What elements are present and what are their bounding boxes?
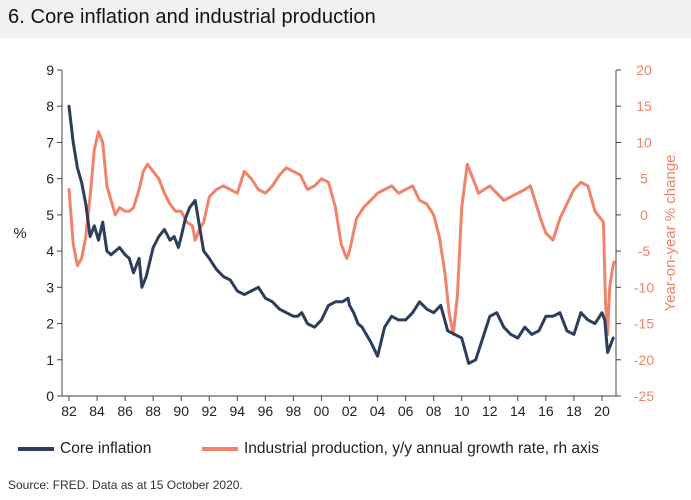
right-axis-title: Year-on-year % change — [662, 154, 679, 311]
legend-label-core-inflation: Core inflation — [60, 440, 152, 457]
legend-swatch-core-inflation — [18, 447, 54, 451]
right-axis-tick-label: -25 — [634, 388, 654, 404]
x-axis-tick-label: 94 — [230, 403, 246, 419]
chart-axes — [57, 69, 621, 401]
legend-label-industrial-production: Industrial production, y/y annual growth… — [244, 440, 599, 457]
right-axis-tick-label: -20 — [634, 352, 654, 368]
right-axis-tick-label: -15 — [634, 316, 654, 332]
x-axis-tick-label: 96 — [258, 403, 274, 419]
x-axis-tick-label: 84 — [89, 403, 105, 419]
left-axis-tick-label: 9 — [46, 62, 54, 78]
left-axis-tick-label: 6 — [46, 171, 54, 187]
series-line-core-inflation — [67, 104, 615, 365]
right-axis-tick-label: 20 — [636, 62, 652, 78]
right-axis-tick-label: 15 — [636, 98, 652, 114]
source-note: Source: FRED. Data as at 15 October 2020… — [8, 478, 243, 492]
left-axis-tick-label: 8 — [46, 98, 54, 114]
x-axis-tick-label: 06 — [398, 403, 414, 419]
left-axis-tick-label: 5 — [46, 207, 54, 223]
title-bar: 6. Core inflation and industrial product… — [0, 0, 691, 38]
x-axis-tick-label: 20 — [594, 403, 610, 419]
x-axis-tick-label: 00 — [314, 403, 330, 419]
x-axis-tick-label: 18 — [566, 403, 582, 419]
x-axis-tick-label: 02 — [342, 403, 358, 419]
left-axis-tick-label: 4 — [46, 243, 54, 259]
chart-series — [67, 104, 616, 365]
x-axis-tick-label: 14 — [510, 403, 526, 419]
chart-legend: Core inflation Industrial production, y/… — [0, 440, 691, 464]
legend-item-core-inflation: Core inflation — [18, 440, 151, 458]
left-axis-title: % — [13, 225, 26, 242]
x-axis-tick-label: 86 — [117, 403, 133, 419]
right-axis-tick-label: 10 — [636, 134, 652, 150]
x-axis-tick-label: 82 — [61, 403, 77, 419]
left-axis-tick-label: 7 — [46, 134, 54, 150]
left-axis-tick-label: 0 — [46, 388, 54, 404]
x-axis-tick-label: 98 — [286, 403, 302, 419]
left-axis-tick-label: 2 — [46, 316, 54, 332]
x-axis-tick-label: 90 — [173, 403, 189, 419]
left-axis-tick-label: 1 — [46, 352, 54, 368]
right-axis-tick-label: -10 — [634, 279, 654, 295]
x-axis-tick-label: 10 — [454, 403, 470, 419]
x-axis-tick-label: 92 — [201, 403, 217, 419]
x-axis-tick-label: 88 — [145, 403, 161, 419]
legend-item-industrial-production: Industrial production, y/y annual growth… — [202, 440, 599, 458]
left-axis-tick-label: 3 — [46, 279, 54, 295]
x-axis-tick-label: 04 — [370, 403, 386, 419]
right-axis-tick-label: 5 — [640, 171, 648, 187]
x-axis-tick-label: 12 — [482, 403, 498, 419]
right-axis-tick-label: -5 — [638, 243, 651, 259]
series-line-industrial-production — [67, 130, 616, 336]
chart-title: 6. Core inflation and industrial product… — [8, 6, 376, 28]
x-axis-tick-label: 16 — [538, 403, 554, 419]
right-axis-tick-label: 0 — [640, 207, 648, 223]
x-axis-tick-label: 08 — [426, 403, 442, 419]
legend-swatch-industrial-production — [202, 447, 238, 451]
